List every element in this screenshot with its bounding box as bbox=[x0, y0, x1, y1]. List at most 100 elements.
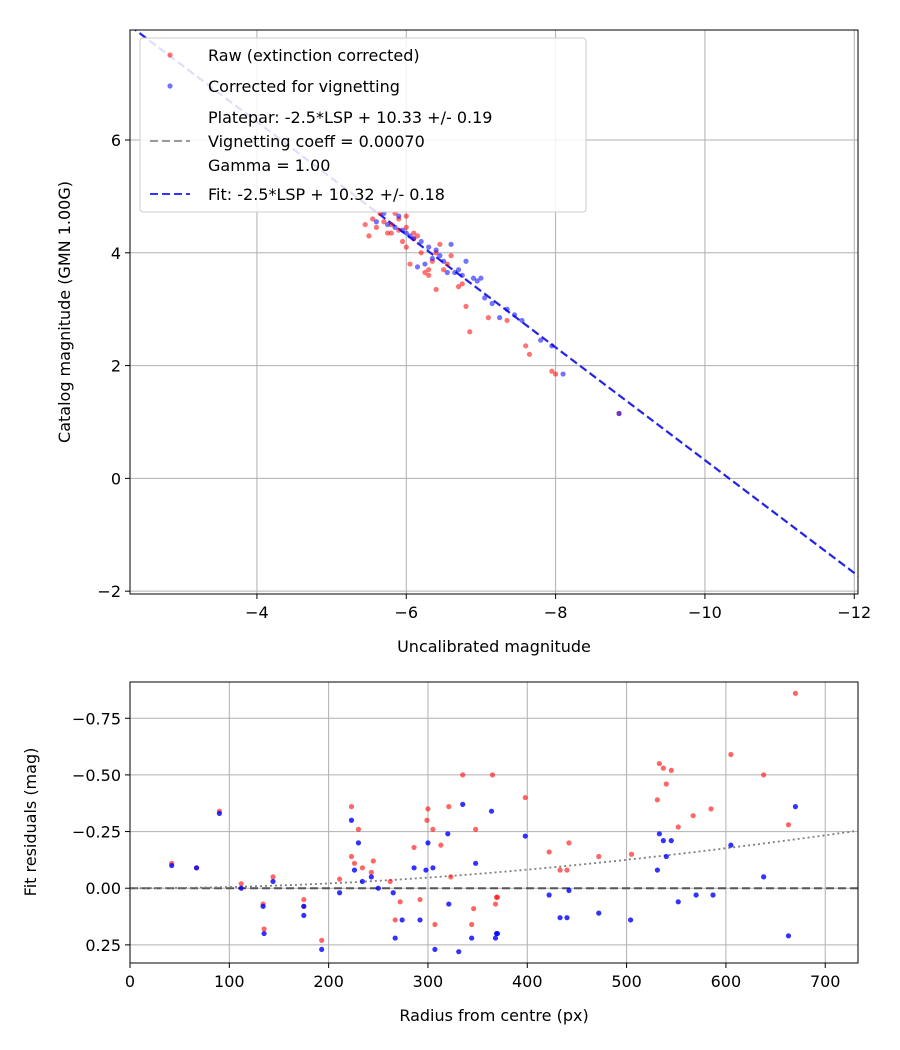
corrected-residual-point bbox=[564, 915, 570, 921]
raw-residual-point bbox=[492, 901, 499, 907]
corrected-residual-point bbox=[359, 878, 366, 885]
corrected-residual-point bbox=[169, 862, 175, 869]
y-tick-label: 0.00 bbox=[85, 879, 121, 898]
corrected-residual-point bbox=[445, 831, 451, 837]
raw-residual-point bbox=[417, 896, 423, 903]
x-tick-label: −6 bbox=[394, 603, 418, 622]
corrected-residual-point bbox=[785, 933, 792, 939]
corrected-residual-point bbox=[460, 801, 466, 807]
corrected-data-point bbox=[414, 264, 421, 270]
corrected-residual-point bbox=[446, 901, 452, 907]
raw-residual-point bbox=[355, 826, 362, 832]
corrected-residual-point bbox=[301, 903, 307, 909]
raw-data-point bbox=[411, 230, 417, 236]
y-tick-label: −0.25 bbox=[72, 823, 121, 842]
raw-residual-point bbox=[675, 824, 681, 830]
raw-residual-point bbox=[690, 813, 696, 819]
corrected-data-point bbox=[437, 253, 443, 259]
raw-data-point bbox=[385, 230, 391, 236]
raw-residual-point bbox=[628, 851, 635, 857]
corrected-residual-point bbox=[270, 878, 276, 885]
raw-residual-point bbox=[348, 853, 355, 860]
raw-residual-point bbox=[425, 806, 431, 812]
x-tick-label: 300 bbox=[413, 972, 444, 991]
corrected-residual-point bbox=[260, 903, 266, 909]
raw-residual-point bbox=[432, 921, 438, 928]
raw-residual-point bbox=[336, 876, 343, 882]
raw-residual-point bbox=[351, 860, 358, 866]
x-tick-label: −4 bbox=[245, 603, 269, 622]
corrected-residual-point bbox=[390, 890, 396, 896]
corrected-residual-point bbox=[351, 867, 358, 873]
raw-data-point bbox=[553, 371, 559, 377]
x-tick-label: −10 bbox=[688, 603, 722, 622]
corrected-data-point bbox=[396, 213, 402, 219]
raw-data-point bbox=[388, 230, 394, 236]
x-tick-label: 500 bbox=[611, 972, 642, 991]
legend-label: Vignetting coeff = 0.00070 bbox=[208, 132, 425, 151]
corrected-data-point bbox=[497, 315, 503, 321]
corrected-residual-point bbox=[596, 910, 602, 916]
corrected-residual-point bbox=[663, 853, 669, 860]
raw-residual-point bbox=[564, 867, 570, 873]
raw-data-point bbox=[448, 253, 454, 259]
raw-data-point bbox=[433, 286, 439, 293]
raw-data-point bbox=[407, 261, 413, 267]
raw-residual-point bbox=[424, 817, 430, 823]
residuals-x-axis-title: Radius from centre (px) bbox=[399, 1006, 588, 1025]
corrected-residual-point bbox=[546, 892, 552, 898]
corrected-residual-point bbox=[301, 912, 307, 919]
raw-data-point bbox=[370, 216, 376, 222]
calibration-chart: −4 −6 −8 −10 −12 −2 0 2 4 6 Uncalibrated magnitud… bbox=[55, 29, 871, 656]
raw-data-point bbox=[467, 329, 473, 335]
calibration-ticks: −4 −6 −8 −10 −12 −2 0 2 4 6 bbox=[97, 131, 871, 622]
raw-data-point bbox=[362, 221, 368, 228]
corrected-data-point bbox=[455, 267, 462, 273]
raw-data-point bbox=[403, 213, 409, 219]
corrected-data-point bbox=[399, 227, 406, 233]
raw-residual-point bbox=[785, 822, 792, 828]
y-tick-label: −0.50 bbox=[72, 766, 121, 785]
raw-data-point bbox=[366, 233, 372, 239]
fit-line-fit bbox=[133, 30, 858, 577]
corrected-residual-point bbox=[423, 867, 429, 873]
legend-label: Gamma = 1.00 bbox=[208, 156, 330, 175]
legend-marker bbox=[167, 83, 173, 89]
legend-label: Fit: -2.5*LSP + 10.32 +/- 0.18 bbox=[208, 185, 445, 204]
raw-residual-point bbox=[301, 896, 307, 903]
residuals-chart: 0 100 200 300 400 500 600 700 0.25 0.00 −0.25 −0.50… bbox=[21, 681, 859, 1025]
corrected-residual-point bbox=[336, 890, 343, 896]
corrected-residual-point bbox=[368, 874, 374, 880]
calibration-plot-area bbox=[133, 30, 858, 577]
raw-data-point bbox=[388, 221, 394, 228]
corrected-residual-point bbox=[261, 930, 267, 937]
raw-residual-point bbox=[546, 849, 552, 855]
raw-data-point bbox=[426, 272, 432, 278]
raw-residual-point bbox=[663, 781, 669, 787]
raw-data-point bbox=[381, 219, 387, 225]
corrected-residual-point bbox=[693, 892, 699, 898]
corrected-residual-point bbox=[494, 930, 501, 937]
raw-residual-point bbox=[471, 906, 477, 912]
corrected-data-point bbox=[385, 221, 391, 228]
raw-residual-point bbox=[668, 767, 674, 773]
y-tick-label: 2 bbox=[111, 357, 121, 376]
corrected-data-point bbox=[441, 258, 447, 264]
corrected-data-point bbox=[403, 230, 409, 236]
corrected-residual-point bbox=[473, 860, 479, 866]
corrected-residual-point bbox=[492, 935, 499, 941]
residuals-plot-area bbox=[130, 690, 858, 955]
corrected-residual-point bbox=[411, 865, 417, 871]
raw-data-point bbox=[422, 269, 428, 276]
raw-residual-point bbox=[370, 858, 376, 864]
corrected-residual-point bbox=[566, 887, 572, 894]
raw-data-point bbox=[441, 267, 447, 273]
raw-data-point bbox=[485, 315, 491, 321]
corrected-residual-point bbox=[375, 885, 381, 891]
residuals-y-axis-title: Fit residuals (mag) bbox=[21, 748, 40, 897]
raw-data-point bbox=[463, 303, 469, 309]
raw-data-point bbox=[455, 284, 462, 290]
raw-residual-point bbox=[494, 894, 501, 900]
raw-residual-point bbox=[460, 772, 466, 778]
